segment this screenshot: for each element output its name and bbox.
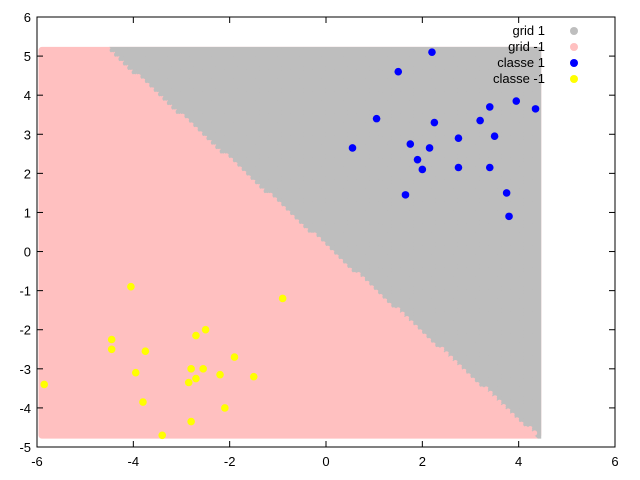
legend-marker xyxy=(570,43,578,51)
y-tick-label: -3 xyxy=(19,362,31,377)
point-classe1-3 xyxy=(531,105,540,113)
point-classe1-11 xyxy=(425,144,434,152)
point-classeminus1-19 xyxy=(158,431,167,440)
point-classeminus1-0 xyxy=(127,282,135,291)
point-classe1-16 xyxy=(485,163,494,172)
point-classeminus1-4 xyxy=(192,331,200,340)
x-tick-label: 6 xyxy=(611,454,618,469)
y-tick-label: 6 xyxy=(24,10,31,25)
legend-label: grid -1 xyxy=(508,39,545,54)
legend-label: grid 1 xyxy=(512,23,545,38)
point-classe1-6 xyxy=(430,118,439,127)
x-tick-label: -6 xyxy=(31,454,43,469)
y-tick-label: 3 xyxy=(24,127,31,142)
point-classeminus1-9 xyxy=(199,365,207,373)
data-points xyxy=(40,48,540,440)
point-classe1-0 xyxy=(428,48,436,56)
point-classe1-4 xyxy=(485,103,494,111)
point-classe1-18 xyxy=(502,189,511,197)
point-classe1-17 xyxy=(401,191,410,199)
point-classeminus1-5 xyxy=(107,345,116,354)
point-classeminus1-12 xyxy=(249,372,258,381)
x-tick-label: 4 xyxy=(515,454,522,469)
y-tick-label: -4 xyxy=(19,401,31,416)
decision-regions xyxy=(38,46,542,439)
point-classeminus1-18 xyxy=(187,417,195,426)
legend-label: classe -1 xyxy=(493,71,545,86)
point-classe1-1 xyxy=(394,67,403,76)
y-tick-label: 4 xyxy=(24,88,31,103)
grid-dot-texture xyxy=(39,47,538,436)
point-classe1-5 xyxy=(372,114,381,123)
x-tick-label: -4 xyxy=(128,454,140,469)
point-classe1-7 xyxy=(476,116,484,125)
point-classeminus1-8 xyxy=(187,365,195,373)
y-tick-label: 1 xyxy=(24,205,31,220)
point-classeminus1-11 xyxy=(216,370,224,379)
point-classeminus1-16 xyxy=(139,398,147,406)
point-classeminus1-15 xyxy=(40,380,49,389)
point-classeminus1-17 xyxy=(221,404,229,412)
point-classeminus1-13 xyxy=(192,374,200,383)
y-tick-label: -5 xyxy=(19,440,31,455)
legend-marker xyxy=(570,27,578,35)
x-tick-label: -2 xyxy=(224,454,236,469)
point-classeminus1-10 xyxy=(131,368,140,377)
point-classeminus1-7 xyxy=(230,353,239,361)
y-tick-label: 0 xyxy=(24,245,31,260)
point-classeminus1-6 xyxy=(141,347,150,356)
legend-label: classe 1 xyxy=(497,55,545,70)
point-classe1-8 xyxy=(454,134,463,142)
axis-ticks: -6 -4 -2 0 2 4 6 -5 -4 -3 -2 -1 0 1 2 3 4 5 6 xyxy=(19,10,618,469)
point-classe1-19 xyxy=(505,212,513,221)
point-classeminus1-2 xyxy=(201,325,210,334)
y-tick-label: 5 xyxy=(24,49,31,64)
legend-marker xyxy=(570,59,578,67)
y-tick-label: -2 xyxy=(19,323,31,338)
point-classe1-10 xyxy=(406,140,415,148)
point-classe1-15 xyxy=(454,163,463,172)
point-classe1-12 xyxy=(348,144,357,152)
legend-marker xyxy=(570,75,578,83)
point-classe1-13 xyxy=(413,155,422,164)
y-tick-label: 2 xyxy=(24,166,31,181)
point-classe1-14 xyxy=(418,165,427,174)
point-classeminus1-3 xyxy=(107,335,116,344)
point-classe1-9 xyxy=(490,132,499,141)
point-classeminus1-1 xyxy=(278,294,287,303)
point-classeminus1-14 xyxy=(184,378,193,387)
y-tick-label: -1 xyxy=(19,284,31,299)
x-tick-label: 2 xyxy=(419,454,426,469)
x-tick-label: 0 xyxy=(322,454,329,469)
point-classe1-2 xyxy=(512,97,521,105)
